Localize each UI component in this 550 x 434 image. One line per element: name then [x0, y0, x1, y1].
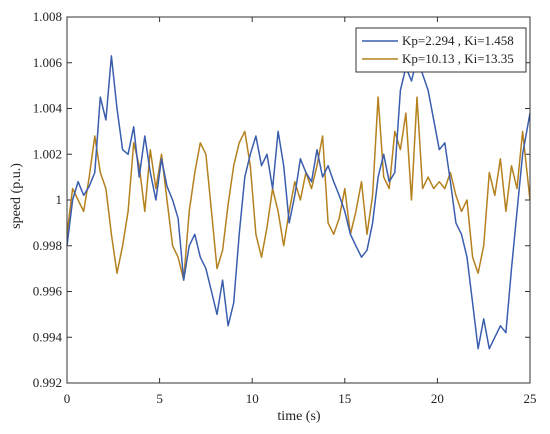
y-axis-ticks: 0.992 0.994 0.996 0.998 1 1.002 1.004 1.006 1.00…	[33, 9, 530, 390]
x-tick-label: 10	[246, 391, 259, 406]
y-tick-label: 1.004	[33, 101, 63, 116]
x-axis-ticks: 0 5 10 15 20 25	[64, 17, 537, 406]
x-tick-label: 20	[431, 391, 444, 406]
y-tick-label: 0.992	[33, 375, 62, 390]
legend: Kp=2.294 , Ki=1.458 Kp=10.13 , Ki=13.35	[355, 27, 527, 73]
plot-border	[66, 16, 531, 384]
x-tick-label: 0	[64, 391, 71, 406]
legend-box	[355, 27, 527, 73]
y-tick-label: 1.006	[33, 55, 63, 70]
y-tick-label: 0.998	[33, 238, 62, 253]
x-axis-title: time (s)	[277, 409, 320, 424]
series-line-2	[66, 96, 531, 281]
x-tick-label: 5	[156, 391, 163, 406]
y-axis-title: speed (p.u.)	[9, 163, 24, 229]
y-tick-label: 1.002	[33, 146, 62, 161]
series-layer	[66, 55, 531, 350]
x-tick-label: 25	[524, 391, 537, 406]
y-tick-label: 1.008	[33, 9, 62, 24]
legend-label-series-1: Kp=2.294 , Ki=1.458	[402, 33, 514, 48]
y-tick-label: 0.994	[33, 329, 63, 344]
x-tick-label: 15	[338, 391, 351, 406]
series-line-1	[66, 55, 531, 350]
y-tick-label: 1	[56, 192, 63, 207]
y-tick-label: 0.996	[33, 284, 63, 299]
legend-label-series-2: Kp=10.13 , Ki=13.35	[402, 51, 514, 66]
